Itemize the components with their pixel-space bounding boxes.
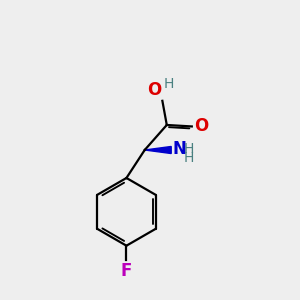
Text: N: N [173,140,187,158]
Polygon shape [145,146,171,154]
Text: H: H [184,151,194,165]
Text: H: H [164,77,174,92]
Text: O: O [194,117,208,135]
Text: O: O [147,81,161,99]
Text: F: F [121,262,132,280]
Text: H: H [184,142,194,156]
